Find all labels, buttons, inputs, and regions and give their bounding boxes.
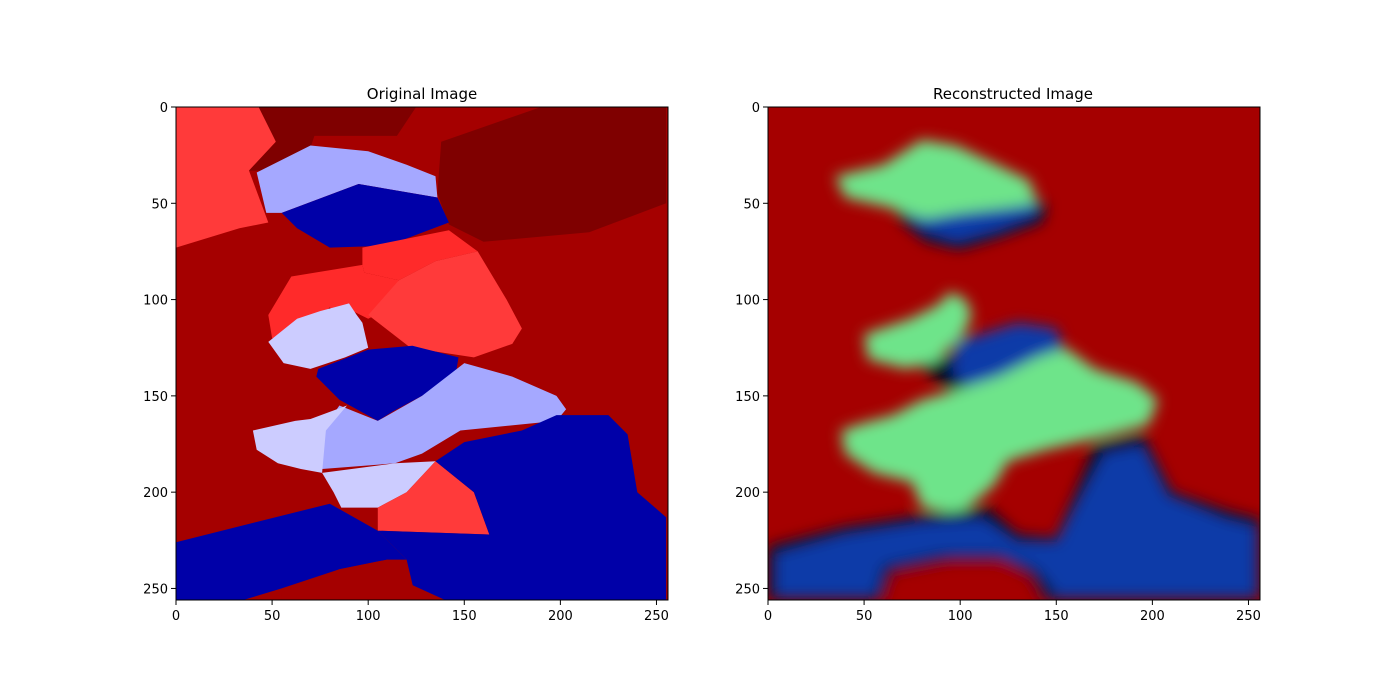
heatmap-region-13	[322, 461, 436, 508]
reconstructed-image-x-axis: 0 50 100 150 200 250	[764, 600, 1261, 624]
heatmap-region-11	[322, 363, 567, 469]
heatmap-region-12	[252, 405, 347, 473]
y-tick-label: 100	[735, 294, 760, 309]
heatmap-region-4	[256, 145, 438, 213]
y-tick-label: 200	[143, 486, 168, 501]
y-tick-label: 0	[160, 101, 168, 116]
heatmap-region-2	[397, 107, 667, 171]
reconstructed-image-frame	[767, 106, 1261, 601]
heatmap-region-1	[249, 107, 417, 171]
y-tick-label: 250	[735, 582, 760, 597]
heatmap-region-6	[362, 230, 478, 281]
heatmap-region-10	[316, 345, 459, 421]
heatmap-region-6	[841, 347, 1159, 516]
y-tick-label: 150	[735, 390, 760, 405]
heatmap-region-17	[281, 559, 446, 600]
reconstructed-image-y-axis: 0 50 100 150 200 250	[735, 101, 768, 597]
x-tick-label: 250	[1236, 609, 1261, 624]
x-tick-label: 0	[172, 609, 180, 624]
y-tick-label: 200	[735, 486, 760, 501]
x-tick-label: 0	[764, 609, 772, 624]
original-image-y-axis: 0 50 100 150 200 250	[143, 101, 176, 597]
original-image-panel: Original Image 0 50 100 150 200 250 0 50 100 150…	[143, 85, 669, 624]
x-tick-label: 100	[356, 609, 381, 624]
x-tick-label: 200	[548, 609, 573, 624]
heatmap-region-10	[883, 561, 1041, 600]
heatmap-region-3	[437, 107, 667, 242]
heatmap-region-8	[368, 251, 522, 358]
x-tick-label: 50	[264, 609, 281, 624]
y-tick-label: 50	[743, 197, 760, 212]
original-image-heatmap	[176, 107, 668, 600]
x-tick-label: 150	[452, 609, 477, 624]
heatmap-region-9	[268, 303, 369, 369]
y-tick-label: 150	[143, 390, 168, 405]
x-tick-label: 100	[948, 609, 973, 624]
x-tick-label: 250	[644, 609, 669, 624]
heatmap-region-16	[176, 503, 407, 600]
heatmap-region-0	[176, 107, 276, 248]
heatmap-region-5	[281, 184, 449, 248]
reconstructed-image-panel: Reconstructed Image 0 50 100 150 200 250 0 50 1…	[735, 85, 1261, 624]
y-tick-label: 100	[143, 294, 168, 309]
x-tick-label: 150	[1044, 609, 1069, 624]
y-tick-label: 50	[151, 197, 168, 212]
heatmap-region-14	[377, 461, 490, 535]
reconstructed-image-heatmap	[768, 107, 1260, 600]
x-tick-label: 200	[1140, 609, 1165, 624]
heatmap-region-5	[864, 291, 972, 369]
reconstructed-image-title: Reconstructed Image	[933, 85, 1093, 103]
heatmap-region-2	[835, 139, 1038, 219]
heatmap-region-8	[775, 445, 1257, 597]
y-tick-label: 250	[143, 582, 168, 597]
y-tick-label: 0	[752, 101, 760, 116]
x-tick-label: 50	[856, 609, 873, 624]
original-image-frame	[175, 106, 669, 601]
original-image-x-axis: 0 50 100 150 200 250	[172, 600, 669, 624]
original-image-title: Original Image	[367, 85, 477, 103]
heatmap-region-15	[377, 415, 667, 600]
